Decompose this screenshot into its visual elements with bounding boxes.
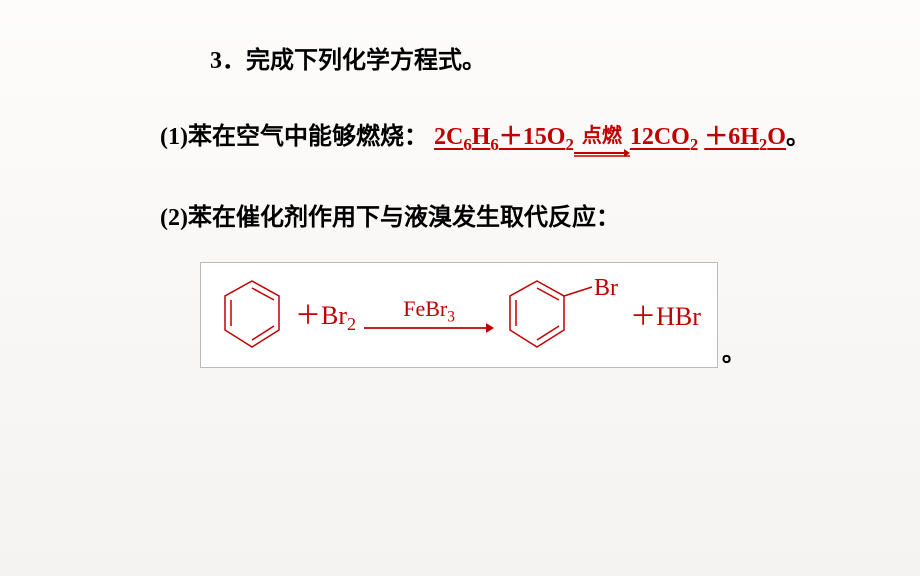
long-arrow-icon (364, 322, 494, 334)
sub1-prompt: (1)苯在空气中能够燃烧： (160, 124, 428, 150)
subquestion-1: (1)苯在空气中能够燃烧： 2C6H6＋15O2点燃12CO2 ＋6H2O。 (160, 115, 830, 161)
sub1-products-cont: ＋6H2O (704, 124, 786, 150)
reaction-period: 。 (722, 333, 746, 368)
ignite-arrow: 点燃 (574, 126, 630, 158)
sub1-products: 12CO2 (630, 124, 698, 150)
benzene-ring-icon (217, 275, 287, 355)
plus-br2: ＋Br2 (295, 295, 356, 335)
svg-text:Br: Br (594, 275, 618, 301)
subquestion-2: (2)苯在催化剂作用下与液溴发生取代反应： (160, 197, 830, 232)
reaction-arrow: FeBr3 (364, 296, 494, 334)
arrow-icon (574, 148, 630, 158)
bromobenzene-icon: Br (502, 275, 622, 355)
sub1-equation: 2C6H6＋15O2 (434, 124, 574, 150)
plus-hbr: ＋HBr (630, 296, 701, 333)
question-title: 3．完成下列化学方程式。 (210, 40, 830, 75)
period: 。 (786, 124, 810, 150)
reaction-equation-box: ＋Br2 FeBr3 Br ＋HBr (200, 262, 718, 368)
